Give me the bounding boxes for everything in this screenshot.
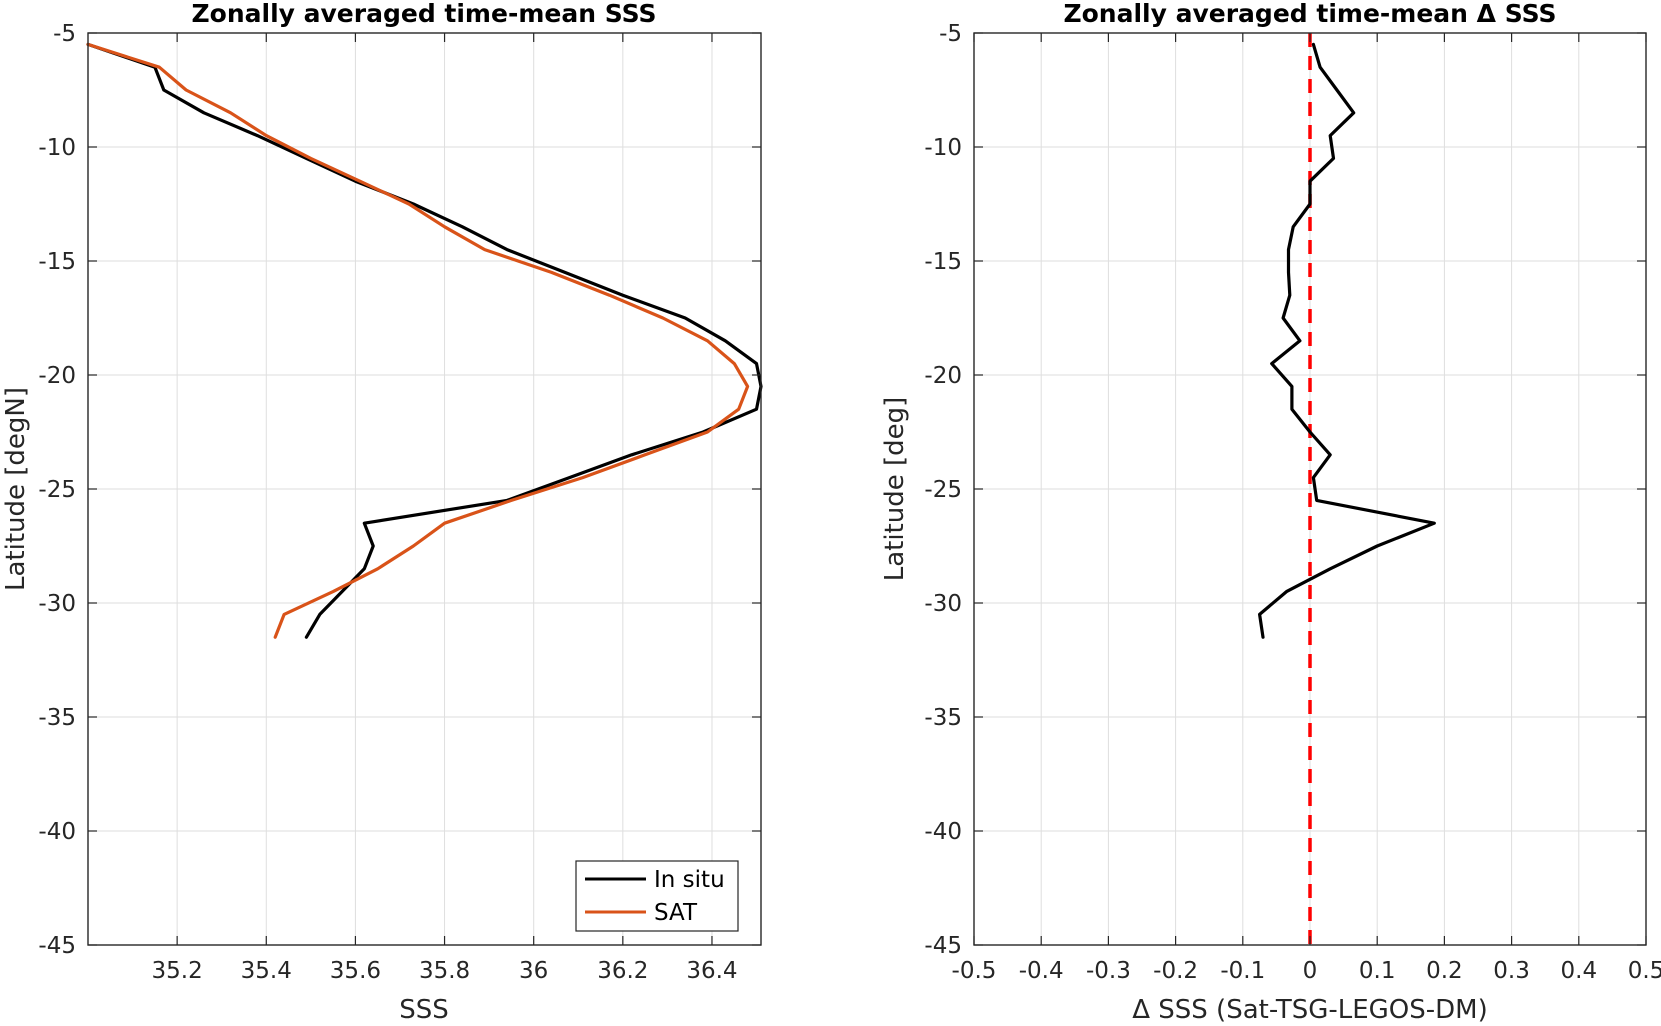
y-tick-label: -15 [38,249,76,275]
y-tick-label: -40 [38,819,76,845]
y-tick-label: -20 [924,363,962,389]
y-tick-label: -30 [38,591,76,617]
y-tick-label: -35 [924,705,962,731]
y-tick-label: -45 [38,933,76,959]
y-tick-label: -20 [38,363,76,389]
legend-sat-label: SAT [654,900,698,926]
y-tick-label: -35 [38,705,76,731]
delta-x-axis-label: Δ SSS (Sat-TSG-LEGOS-DM) [1132,995,1488,1025]
x-tick-label: 35.8 [419,958,470,984]
x-tick-label: 0 [1303,958,1318,984]
x-tick-label: -0.5 [952,958,997,984]
sss-panel: 35.2 35.4 35.6 35.8 36 36.2 36.4 -5 -10 -15 -20 -25… [1,0,763,1025]
series-line-in-situ [86,42,763,639]
y-tick-label: -5 [53,21,76,47]
legend-box [575,860,739,932]
x-tick-label: 36 [519,958,548,984]
y-tick-label: -30 [924,591,962,617]
delta-sss-panel: -0.5 -0.4 -0.3 -0.2 -0.1 0 0.1 0.2 0.3 0.4 0.5 -5 -1… [880,0,1661,1025]
y-tick-label: -25 [38,477,76,503]
delta-series [1257,33,1436,945]
delta-tick-labels: -0.5 -0.4 -0.3 -0.2 -0.1 0 0.1 0.2 0.3 0.4 0.5 -5 -1… [924,21,1661,984]
x-tick-label: 36.2 [597,958,648,984]
y-tick-label: -45 [924,933,962,959]
y-tick-label: -5 [939,21,962,47]
x-tick-label: 35.2 [152,958,203,984]
x-tick-label: 35.4 [241,958,292,984]
y-tick-label: -10 [38,135,76,161]
sss-x-axis-label: SSS [399,995,449,1025]
x-tick-label: 0.4 [1561,958,1598,984]
sss-series [86,42,763,639]
x-tick-label: 0.2 [1426,958,1463,984]
sss-chart-title: Zonally averaged time-mean SSS [192,0,657,28]
x-tick-label: 36.4 [686,958,737,984]
sss-y-axis-label: Latitude [degN] [1,387,31,591]
y-tick-label: -40 [924,819,962,845]
x-tick-label: -0.1 [1220,958,1265,984]
y-tick-label: -10 [924,135,962,161]
series-line-delta [1257,42,1436,639]
x-tick-label: 0.3 [1493,958,1530,984]
sss-legend: In situ SAT [575,860,739,932]
x-tick-label: -0.2 [1153,958,1198,984]
y-tick-label: -25 [924,477,962,503]
delta-chart-title: Zonally averaged time-mean Δ SSS [1064,0,1557,28]
x-tick-label: 0.1 [1359,958,1396,984]
x-tick-label: 0.5 [1628,958,1661,984]
x-tick-label: -0.3 [1086,958,1131,984]
x-tick-label: -0.4 [1019,958,1064,984]
delta-y-axis-label: Latitude [deg] [880,397,910,582]
y-tick-label: -15 [924,249,962,275]
series-line-sat [86,42,750,639]
legend-insitu-label: In situ [654,867,725,893]
sss-tick-labels: 35.2 35.4 35.6 35.8 36 36.2 36.4 -5 -10 -15 -20 -25… [38,21,761,984]
x-tick-label: 35.6 [330,958,381,984]
